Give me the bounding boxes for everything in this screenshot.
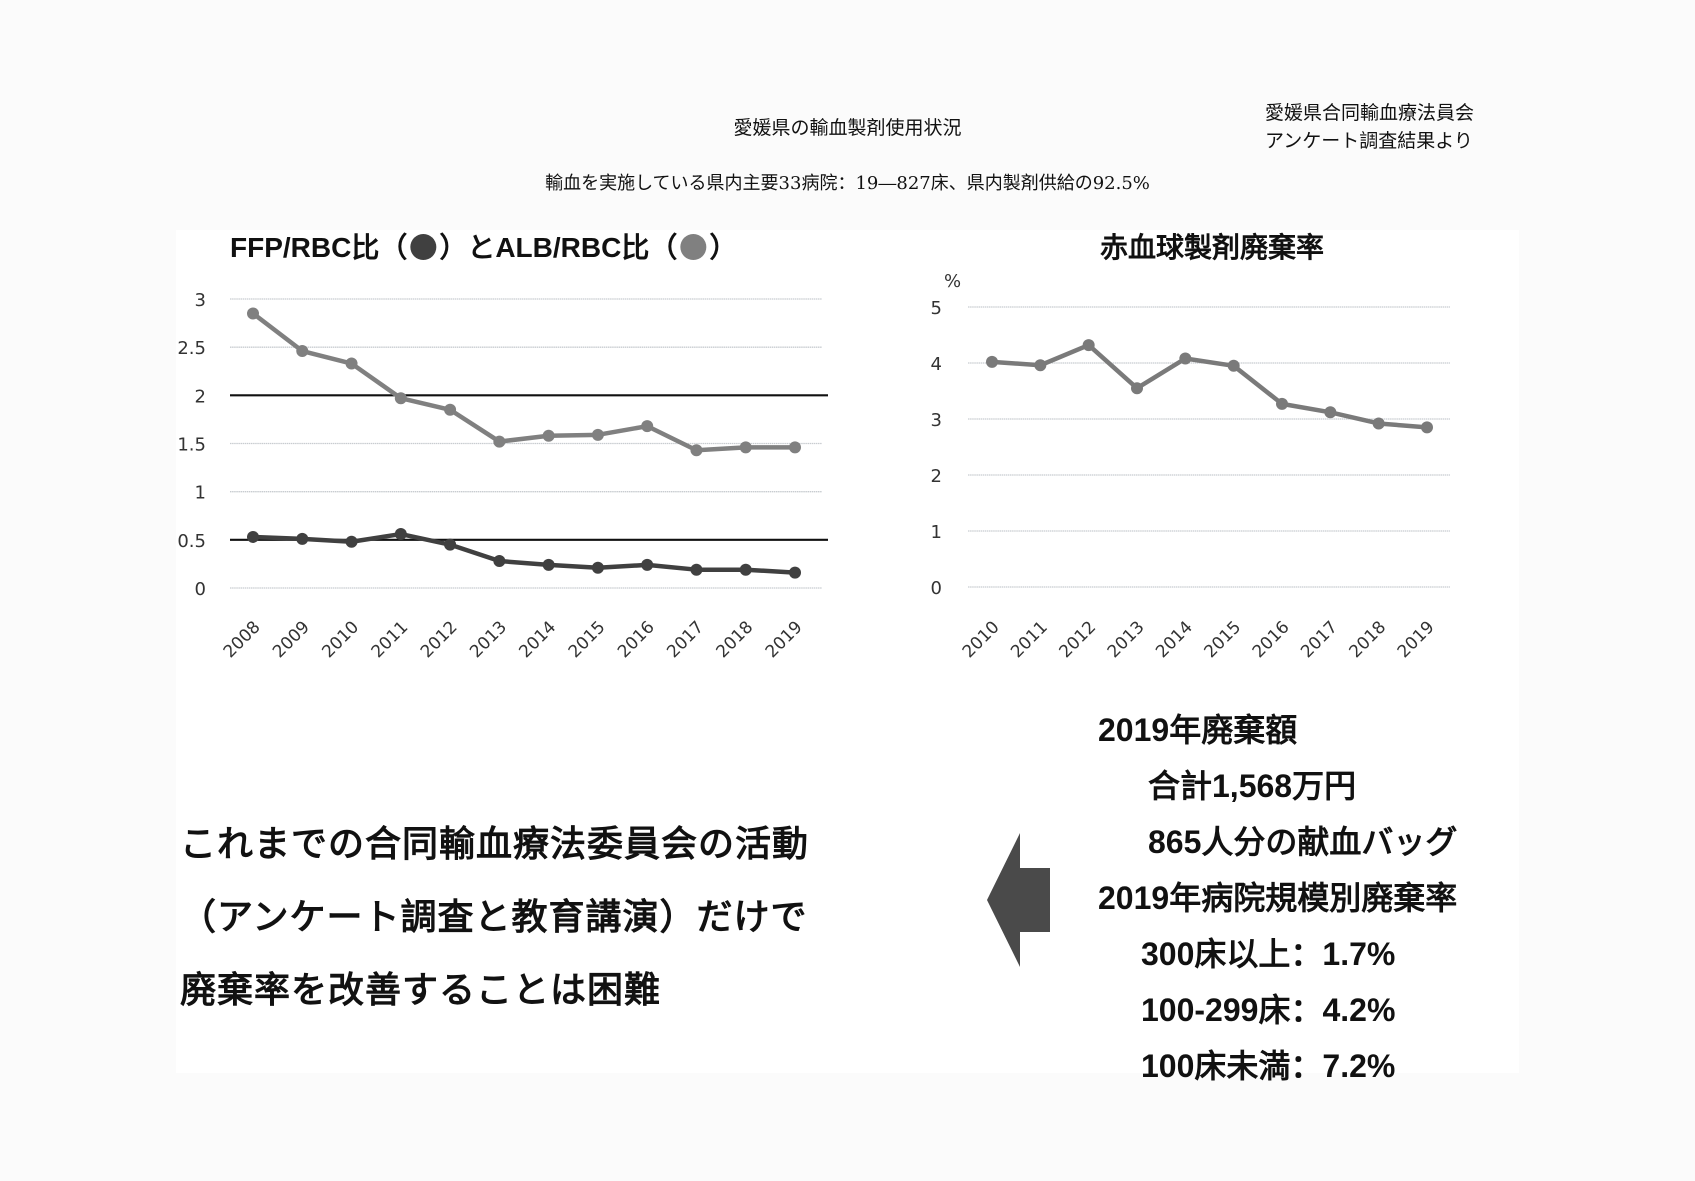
content-panel xyxy=(176,230,1519,1073)
y-tick-label: 1 xyxy=(195,483,206,504)
data-point xyxy=(247,307,259,320)
right-chart-y-axis: 0 1 2 3 4 5 xyxy=(931,298,942,599)
data-point xyxy=(789,566,801,579)
waste-bags: 865人分の献血バッグ xyxy=(1148,824,1458,860)
data-point xyxy=(591,428,604,441)
rate-row: 300床以上：1.7% xyxy=(1141,936,1396,972)
rate-by-size-heading: 2019年病院規模別廃棄率 xyxy=(1098,880,1458,916)
data-point xyxy=(444,403,457,416)
right-chart-title: 赤血球製剤廃棄率 xyxy=(1100,231,1324,263)
source-credit: 愛媛県合同輸血療法員会 アンケート調査結果より xyxy=(1265,99,1474,155)
y-tick-label: 1 xyxy=(931,522,942,543)
data-point xyxy=(1227,359,1240,372)
credit-line-1: 愛媛県合同輸血療法員会 xyxy=(1265,102,1475,124)
y-tick-label: 2.5 xyxy=(177,338,206,359)
data-point xyxy=(1179,352,1192,365)
data-point xyxy=(444,538,457,551)
y-tick-label: 3 xyxy=(931,410,942,431)
y-tick-label: 1.5 xyxy=(177,435,206,456)
series-line xyxy=(252,531,796,575)
waste-amount-heading: 2019年廃棄額 xyxy=(1098,712,1298,748)
left-chart-y-axis: 0 0.5 1 1.5 2 2.5 3 xyxy=(177,290,206,600)
left-chart-title-part2: ）とALB/RBC比（ xyxy=(439,231,677,263)
y-tick-label: 5 xyxy=(931,298,942,319)
right-chart-series xyxy=(986,339,1433,434)
y-unit-label: % xyxy=(944,271,961,292)
left-chart-title-part3: ） xyxy=(709,231,737,263)
data-point xyxy=(542,558,555,571)
data-point xyxy=(1372,417,1385,430)
data-point xyxy=(345,357,358,370)
data-point xyxy=(296,345,309,358)
data-point xyxy=(493,555,506,568)
data-point xyxy=(1082,339,1095,352)
data-point xyxy=(789,441,801,454)
conclusion-line-2: （アンケート調査と教育講演）だけで xyxy=(180,896,808,937)
y-tick-label: 2 xyxy=(931,466,942,487)
left-chart-series xyxy=(247,307,801,579)
credit-line-2: アンケート調査結果より xyxy=(1265,130,1473,152)
conclusion-line-1: これまでの合同輸血療法委員会の活動 xyxy=(180,823,810,864)
y-tick-label: 4 xyxy=(931,354,942,375)
data-point xyxy=(394,392,407,405)
rate-row: 100床未満：7.2% xyxy=(1141,1048,1396,1084)
data-point xyxy=(690,444,703,457)
data-point xyxy=(1421,421,1433,434)
data-point xyxy=(739,441,752,454)
data-point xyxy=(345,535,358,548)
page-subtitle: 輸血を実施している県内主要33病院：19―827床、県内製剤供給の92.5% xyxy=(545,173,1150,194)
data-point xyxy=(591,561,604,574)
data-point xyxy=(1324,406,1337,419)
left-chart-title: FFP/RBC比（ xyxy=(230,231,407,263)
data-point xyxy=(1131,382,1143,395)
data-point xyxy=(394,528,407,541)
series-line xyxy=(251,311,795,453)
data-point xyxy=(296,532,309,545)
y-tick-label: 0 xyxy=(931,578,942,599)
data-point xyxy=(690,563,703,576)
data-point xyxy=(1276,397,1288,410)
data-point xyxy=(493,435,506,448)
conclusion-line-3: 廃棄率を改善することは困難 xyxy=(180,969,662,1010)
series-line xyxy=(991,342,1428,430)
y-tick-label: 2 xyxy=(195,386,206,407)
data-point xyxy=(641,558,654,571)
rate-row: 100-299床：4.2% xyxy=(1141,992,1396,1028)
alb-legend-marker-icon xyxy=(680,234,707,260)
waste-total: 合計1,568万円 xyxy=(1148,768,1357,804)
y-tick-label: 3 xyxy=(195,290,206,311)
data-point xyxy=(986,355,998,368)
ffp-legend-marker-icon xyxy=(410,234,437,260)
y-tick-label: 0 xyxy=(195,579,206,600)
data-point xyxy=(1034,359,1047,372)
y-tick-label: 0.5 xyxy=(177,531,206,552)
page-title: 愛媛県の輸血製剤使用状況 xyxy=(733,117,962,139)
data-point xyxy=(542,429,555,442)
data-point xyxy=(739,563,752,576)
data-point xyxy=(641,420,654,433)
data-point xyxy=(247,530,259,543)
